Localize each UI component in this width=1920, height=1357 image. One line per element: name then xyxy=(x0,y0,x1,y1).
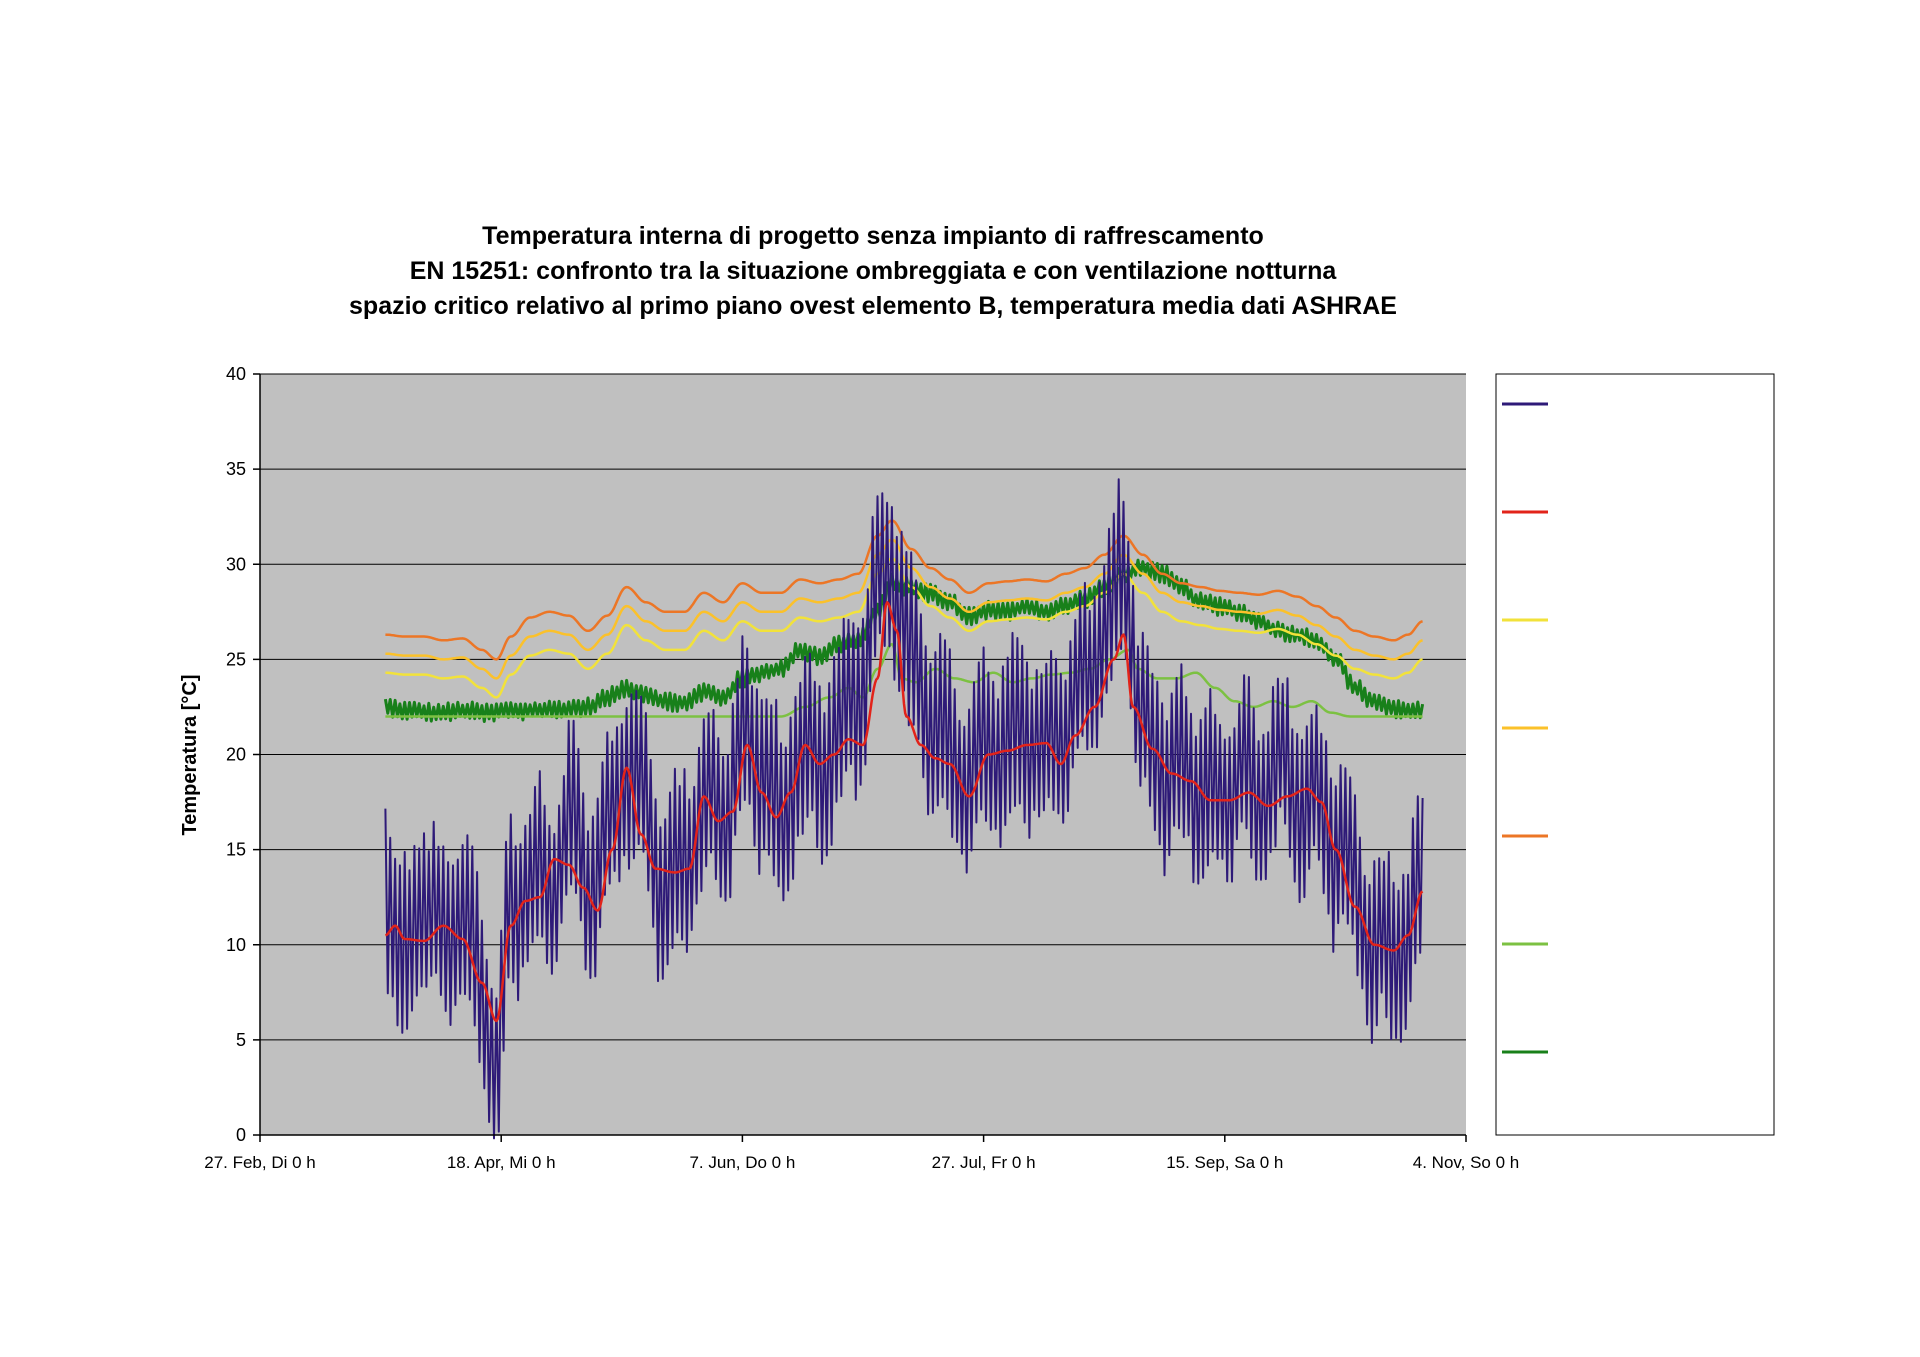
series-line-2 xyxy=(385,557,1423,699)
series-line-4 xyxy=(385,519,1423,661)
y-tick-label: 5 xyxy=(236,1030,246,1050)
x-ticks: 27. Feb, Di 0 h 18. Apr, Mi 0 h 7. Jun, Do… xyxy=(204,1135,1519,1172)
legend-box xyxy=(1495,373,1775,1136)
series-line-3 xyxy=(385,538,1423,680)
y-tick-label: 35 xyxy=(226,459,246,479)
y-tick-label: 15 xyxy=(226,840,246,860)
y-tick-label: 25 xyxy=(226,649,246,669)
y-tick-label: 0 xyxy=(236,1125,246,1145)
y-axis-label: Temperatura [°C] xyxy=(179,675,201,836)
series-line-1 xyxy=(385,601,1424,1023)
x-tick-label: 27. Feb, Di 0 h xyxy=(204,1153,316,1172)
x-tick-label: 18. Apr, Mi 0 h xyxy=(447,1153,556,1172)
chart-title-line-3: spazio critico relativo al primo piano o… xyxy=(349,292,1397,320)
x-tick-label: 15. Sep, Sa 0 h xyxy=(1166,1153,1283,1172)
series-line-6 xyxy=(383,558,1425,723)
legend xyxy=(1495,373,1775,1136)
y-tick-label: 40 xyxy=(226,364,246,384)
y-tick-label: 20 xyxy=(226,745,246,765)
x-tick-label: 4. Nov, So 0 h xyxy=(1413,1153,1519,1172)
x-tick-label: 7. Jun, Do 0 h xyxy=(689,1153,795,1172)
x-tick-label: 27. Jul, Fr 0 h xyxy=(932,1153,1036,1172)
y-ticks: 0 5 10 15 20 25 30 35 40 xyxy=(226,364,260,1145)
chart-title: Temperatura interna di progetto senza im… xyxy=(349,222,1397,320)
chart-title-line-1: Temperatura interna di progetto senza im… xyxy=(482,222,1264,250)
y-tick-label: 10 xyxy=(226,935,246,955)
y-tick-label: 30 xyxy=(226,554,246,574)
series-layer xyxy=(383,478,1425,1140)
chart-title-line-2: EN 15251: confronto tra la situazione om… xyxy=(410,257,1338,285)
legend-items xyxy=(1502,402,1548,1054)
